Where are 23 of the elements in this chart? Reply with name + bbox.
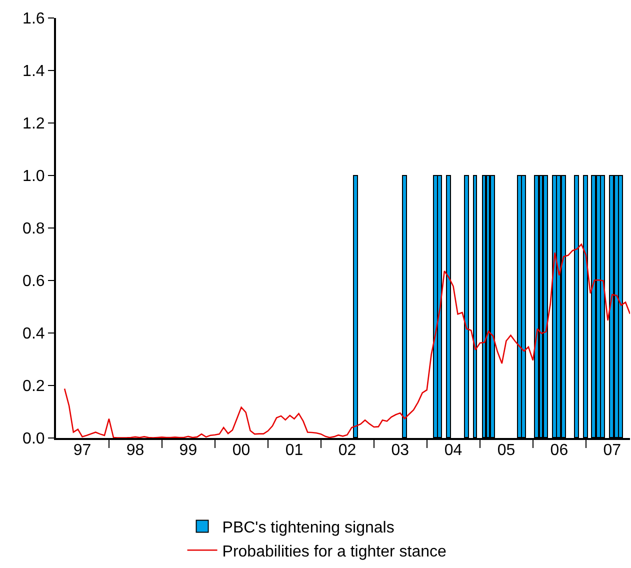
- legend-label: Probabilities for a tighter stance: [222, 543, 446, 560]
- x-tick-label: 04: [444, 442, 462, 459]
- x-tick-label: 02: [338, 442, 356, 459]
- legend-label: PBC's tightening signals: [222, 520, 394, 537]
- x-tick-label: 07: [603, 442, 622, 459]
- x-tick-label: 97: [73, 442, 92, 459]
- y-tick-label: 1.0: [22, 168, 45, 186]
- y-tick-label: 0.8: [22, 220, 45, 238]
- y-tick-label: 0.4: [22, 326, 45, 343]
- x-tick-label: 01: [285, 442, 304, 459]
- x-tick-label: 05: [497, 442, 516, 459]
- y-tick-label: 0.2: [22, 378, 45, 396]
- x-tick-label: 03: [391, 442, 410, 459]
- x-tick-label: 99: [179, 442, 198, 459]
- line-series: [64, 244, 630, 438]
- y-tick-label: 0.6: [22, 273, 45, 290]
- x-tick-label: 98: [126, 442, 144, 459]
- x-tick-label: 06: [550, 442, 568, 459]
- y-tick-label: 1.2: [22, 116, 45, 133]
- y-tick-label: 1.6: [22, 10, 45, 28]
- x-tick-label: 00: [232, 442, 250, 459]
- y-tick-label: 1.4: [22, 63, 45, 80]
- y-tick-label: 0.0: [22, 430, 45, 448]
